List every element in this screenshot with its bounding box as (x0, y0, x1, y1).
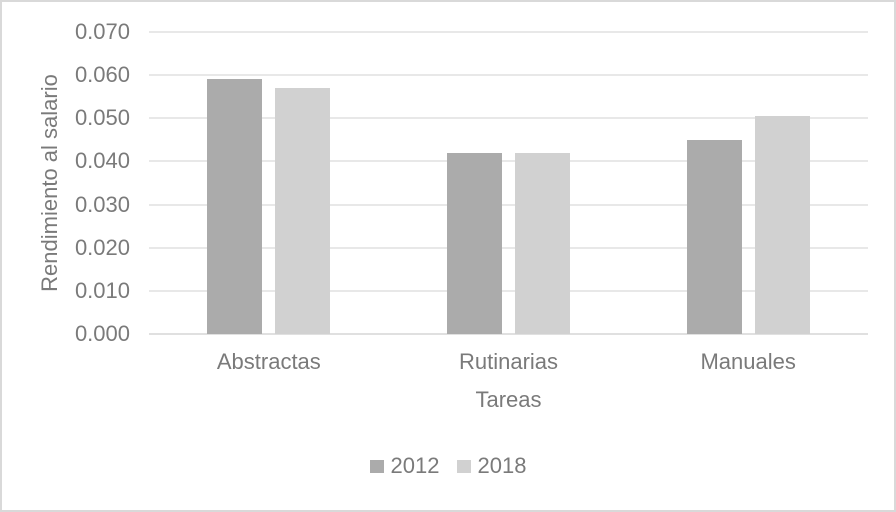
legend-label: 2018 (477, 453, 527, 478)
gridline (149, 160, 868, 163)
legend: 2012 2018 (2, 454, 894, 478)
bar-2012-abstractas (207, 79, 263, 334)
y-axis-tick-labels: 0.000 0.010 0.020 0.030 0.040 0.050 0.060 0.070 (52, 21, 130, 345)
y-tick-label: 0.030 (74, 191, 130, 217)
bar-group-abstractas (149, 32, 389, 334)
legend-item-2018: 2018 (456, 453, 527, 478)
x-axis-category-labels: Abstractas Rutinarias Manuales (149, 350, 868, 374)
legend-item-2012: 2012 (369, 453, 440, 478)
bar-2018-abstractas (275, 88, 331, 334)
gridline (149, 117, 868, 120)
gridline (149, 246, 868, 249)
bar-group-rutinarias (389, 32, 629, 334)
bar-2012-manuales (686, 139, 742, 334)
bar-2012-rutinarias (447, 152, 502, 334)
legend-label: 2012 (390, 453, 440, 478)
legend-swatch-icon (456, 459, 471, 473)
bar-2018-manuales (754, 116, 810, 334)
y-tick-label: 0.070 (74, 19, 130, 44)
plot-area (149, 31, 868, 335)
y-tick-label: 0.020 (74, 234, 130, 260)
gridline (149, 289, 868, 292)
gridline (149, 31, 868, 33)
y-tick-label: 0.050 (74, 105, 130, 131)
x-category-label-manuales: Manuales (700, 349, 796, 374)
bar-groups (149, 32, 868, 334)
bar-group-manuales (628, 32, 868, 334)
y-tick-label: 0.060 (74, 62, 130, 88)
y-tick-label: 0.000 (74, 321, 130, 346)
gridlines (149, 31, 868, 335)
x-axis-title: Tareas (475, 387, 542, 412)
x-axis-line (149, 333, 868, 335)
gridline (149, 203, 868, 206)
y-tick-label: 0.040 (74, 148, 130, 174)
gridline (149, 74, 868, 77)
legend-swatch-icon (369, 459, 384, 473)
x-category-label-rutinarias: Rutinarias (458, 349, 559, 374)
x-category-label-abstractas: Abstractas (216, 349, 321, 374)
y-tick-label: 0.010 (74, 277, 130, 303)
bar-2018-rutinarias (515, 152, 570, 334)
